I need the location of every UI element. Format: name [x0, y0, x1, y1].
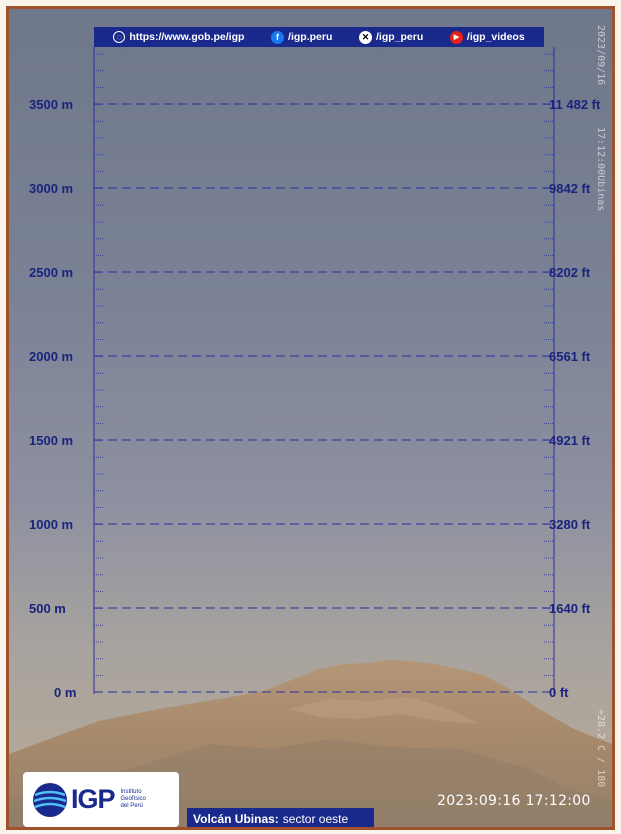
volcano-name: Volcán Ubinas: [193, 812, 279, 826]
logo-subtitle-line: del Perú [120, 803, 143, 809]
facebook-text: /igp.peru [288, 31, 333, 43]
facebook-link[interactable]: f /igp.peru [271, 30, 333, 44]
volcano-sector: sector oeste [282, 812, 349, 826]
youtube-text: /igp_videos [466, 31, 525, 43]
altitude-ruler [93, 47, 555, 694]
altitude-label-m-2500: 2500 m [29, 265, 74, 280]
altitude-label-ft-11482: 11 482 ft [549, 97, 601, 112]
altitude-label-ft-6561: 6561 ft [549, 349, 591, 364]
altitude-label-ft-3280: 3280 ft [549, 517, 591, 532]
youtube-link[interactable]: ▶ /igp_videos [449, 30, 525, 44]
altitude-label-m-1000: 1000 m [29, 517, 74, 532]
altitude-label-m-3500: 3500 m [29, 97, 74, 112]
altitude-label-ft-9842: 9842 ft [549, 181, 591, 196]
x-icon: ✕ [359, 30, 373, 44]
globe-icon: ◌ [113, 31, 126, 43]
logo-name: IGP [71, 784, 116, 814]
timestamp: 2023:09:16 17:12:00 [437, 793, 591, 809]
logo-subtitle-line: Geofísico [120, 796, 146, 802]
volcano-caption: Volcán Ubinas: sector oeste [187, 808, 374, 827]
website-text: https://www.gob.pe/igp [129, 31, 245, 43]
x-text: /igp_peru [376, 31, 424, 43]
altitude-label-ft-0: 0 ft [549, 685, 569, 700]
altitude-label-m-0: 0 m [54, 685, 77, 700]
globe-logo-icon [33, 782, 67, 817]
igp-logo: IGP Instituto Geofísico del Perú [23, 772, 179, 827]
watermark-temp: +28.2 C / 180 [595, 709, 606, 788]
website-link[interactable]: ◌ https://www.gob.pe/igp [113, 31, 244, 43]
altitude-label-m-1500: 1500 m [29, 433, 74, 448]
altitude-label-m-3000: 3000 m [29, 181, 74, 196]
x-link[interactable]: ✕ /igp_peru [359, 30, 424, 44]
watermark-date: 2023/09/16 [595, 25, 606, 86]
camera-frame: ◌ https://www.gob.pe/igp f /igp.peru ✕ /… [6, 6, 615, 830]
logo-subtitle-line: Instituto [120, 789, 142, 795]
watermark-time: 17:12:00Ubinas [595, 127, 606, 212]
altitude-label-m-2000: 2000 m [29, 349, 74, 364]
altitude-label-m-500: 500 m [29, 601, 66, 616]
altitude-label-ft-1640: 1640 ft [549, 601, 591, 616]
altitude-label-ft-8202: 8202 ft [549, 265, 591, 280]
youtube-icon: ▶ [449, 30, 463, 44]
facebook-icon: f [271, 30, 285, 44]
logo-subtitle: Instituto Geofísico del Perú [121, 789, 146, 810]
social-banner: ◌ https://www.gob.pe/igp f /igp.peru ✕ /… [94, 27, 544, 47]
altitude-label-ft-4921: 4921 ft [549, 433, 591, 448]
